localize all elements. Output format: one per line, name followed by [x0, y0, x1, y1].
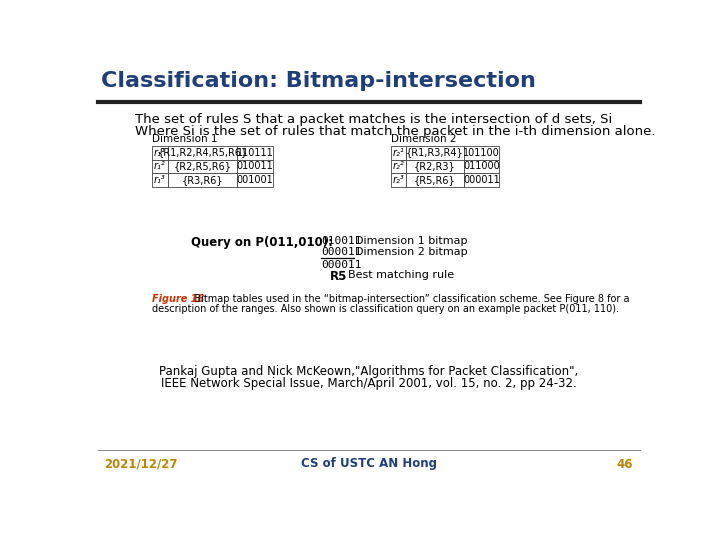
Text: Classification: Bitmap-intersection: Classification: Bitmap-intersection	[101, 71, 536, 91]
Text: 001001: 001001	[237, 176, 274, 185]
Bar	[238, 146, 273, 159]
Text: r₂²: r₂²	[392, 161, 405, 171]
Text: Dimension 2: Dimension 2	[391, 134, 456, 144]
Text: Dimension 1 bitmap: Dimension 1 bitmap	[355, 236, 467, 246]
Bar	[152, 159, 168, 173]
Text: Dimension 1: Dimension 1	[152, 134, 217, 144]
Text: r₂¹: r₂¹	[392, 147, 405, 158]
Text: 000011: 000011	[321, 247, 361, 257]
Bar	[238, 173, 273, 187]
Text: Best matching rule: Best matching rule	[341, 271, 454, 280]
Bar	[464, 173, 499, 187]
Text: Pankaj Gupta and Nick McKeown,"Algorithms for Packet Classification",: Pankaj Gupta and Nick McKeown,"Algorithm…	[159, 365, 579, 378]
Text: {R1,R2,R4,R5,R6}: {R1,R2,R4,R5,R6}	[157, 147, 248, 158]
Bar	[464, 146, 499, 159]
Text: 010011: 010011	[321, 236, 361, 246]
Text: Dimension 2 bitmap: Dimension 2 bitmap	[355, 247, 468, 257]
Text: {R3,R6}: {R3,R6}	[181, 176, 223, 185]
Bar	[152, 173, 168, 187]
Text: The set of rules S that a packet matches is the intersection of d sets, Si: The set of rules S that a packet matches…	[135, 112, 612, 125]
Text: 110111: 110111	[237, 147, 274, 158]
Text: {R2,R3}: {R2,R3}	[414, 161, 456, 171]
Text: 011000: 011000	[463, 161, 500, 171]
Text: Figure 18: Figure 18	[152, 294, 204, 304]
Text: R5: R5	[330, 271, 348, 284]
Bar	[391, 173, 406, 187]
Text: Where Si is the set of rules that match the packet in the i-th dimension alone.: Where Si is the set of rules that match …	[135, 125, 655, 138]
Bar	[168, 146, 238, 159]
Text: 46: 46	[616, 457, 632, 470]
Text: Bitmap tables used in the “bitmap-intersection” classification scheme. See Figur: Bitmap tables used in the “bitmap-inters…	[184, 294, 629, 304]
Text: r₁²: r₁²	[154, 161, 166, 171]
Bar	[464, 159, 499, 173]
Bar	[152, 146, 168, 159]
Text: 101100: 101100	[463, 147, 500, 158]
Bar	[391, 159, 406, 173]
Text: r₂³: r₂³	[392, 176, 405, 185]
Bar	[168, 173, 238, 187]
Bar	[406, 146, 464, 159]
Text: {R5,R6}: {R5,R6}	[414, 176, 456, 185]
Text: 000011: 000011	[463, 176, 500, 185]
Text: 010011: 010011	[237, 161, 274, 171]
Bar	[406, 173, 464, 187]
Bar	[238, 159, 273, 173]
Text: IEEE Network Special Issue, March/April 2001, vol. 15, no. 2, pp 24-32.: IEEE Network Special Issue, March/April …	[161, 377, 577, 390]
Text: 000011: 000011	[321, 260, 361, 269]
Text: r₁¹: r₁¹	[154, 147, 166, 158]
Text: Query on P(011,010):: Query on P(011,010):	[191, 236, 333, 249]
Bar	[168, 159, 238, 173]
Text: {R2,R5,R6}: {R2,R5,R6}	[174, 161, 231, 171]
Text: {R1,R3,R4}: {R1,R3,R4}	[406, 147, 464, 158]
Bar	[391, 146, 406, 159]
Text: r₁³: r₁³	[154, 176, 166, 185]
Text: description of the ranges. Also shown is classification query on an example pack: description of the ranges. Also shown is…	[152, 303, 619, 314]
Bar	[406, 159, 464, 173]
Text: CS of USTC AN Hong: CS of USTC AN Hong	[301, 457, 437, 470]
Text: 2021/12/27: 2021/12/27	[104, 457, 177, 470]
